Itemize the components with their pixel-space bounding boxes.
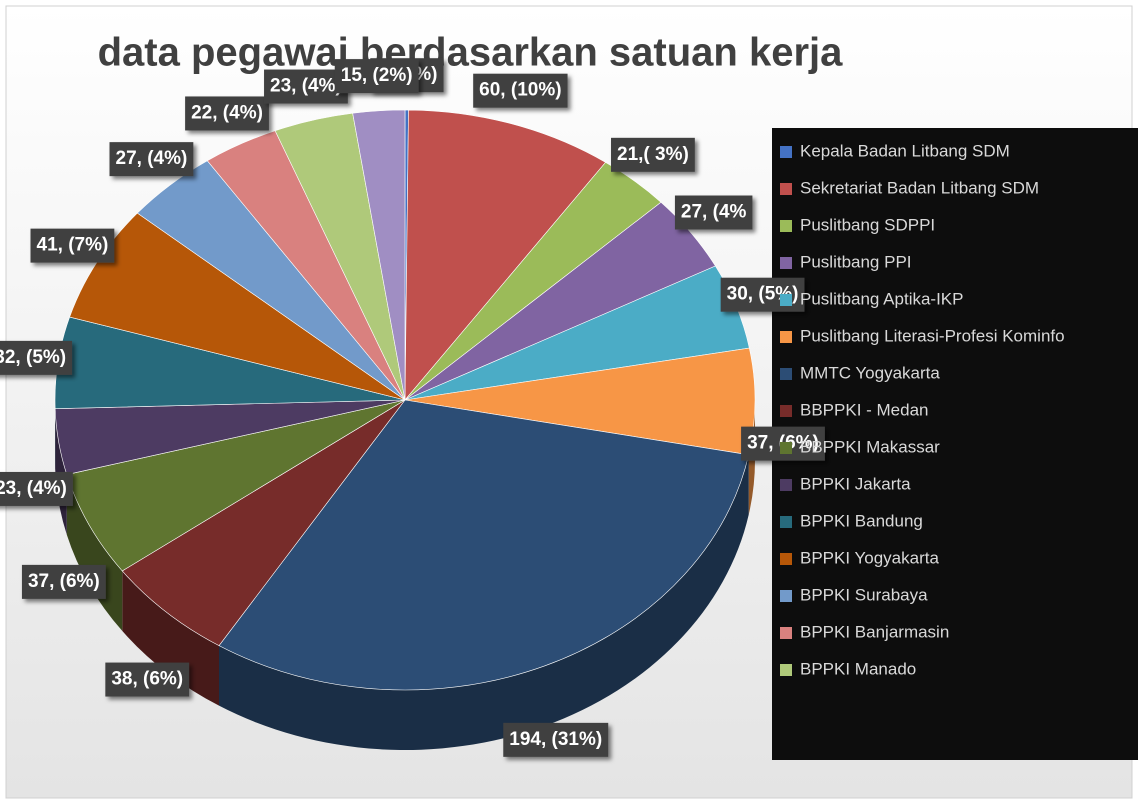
slice-side (122, 570, 220, 706)
data-label-group: 37, (6%) (21, 564, 106, 599)
data-label-box (473, 73, 568, 108)
legend-label: Kepala Badan Litbang SDM (800, 141, 1010, 160)
data-label-group: 60, (10%) (473, 73, 568, 108)
legend-label: Puslitbang Literasi-Profesi Kominfo (800, 326, 1065, 345)
data-label-box (611, 137, 695, 172)
legend-swatch (780, 405, 792, 417)
legend-swatch (780, 516, 792, 528)
legend-label: BPPKI Banjarmasin (800, 622, 949, 641)
chart-title: data pegawai berdasarkan satuan kerja (98, 31, 844, 75)
legend-swatch (780, 331, 792, 343)
legend-label: BBPPKI - Medan (800, 400, 929, 419)
legend-label: Sekretariat Badan Litbang SDM (800, 178, 1039, 197)
data-label-box (0, 471, 73, 506)
data-label-box (334, 59, 419, 94)
data-label: 27, (4%) (116, 148, 188, 169)
data-label-group: 32, (5%) (0, 340, 73, 375)
slice-side (66, 474, 123, 631)
legend-swatch (780, 627, 792, 639)
legend-label: BPPKI Jakarta (800, 474, 911, 493)
data-label-group: 23, (4%) (0, 471, 73, 506)
legend-label: BPPKI Manado (800, 659, 916, 678)
slice-side (219, 454, 749, 750)
data-label-box (30, 228, 115, 263)
legend-swatch (780, 368, 792, 380)
legend-swatch (780, 664, 792, 676)
legend-swatch (780, 479, 792, 491)
legend-label: MMTC Yogyakarta (800, 363, 940, 382)
slice (121, 399, 406, 647)
data-label-group: 22, (4%) (185, 96, 269, 131)
data-label: 38, (6%) (111, 669, 183, 690)
legend-label: BBPPKI Makassar (800, 437, 940, 456)
data-label: 27, (4% (681, 202, 747, 223)
legend-label: BPPKI Yogyakarta (800, 548, 939, 567)
data-label-group: 38, (6%) (105, 662, 190, 697)
legend-swatch (780, 442, 792, 454)
data-label: 21,( 3%) (617, 144, 689, 165)
data-label: 23, (4%) (0, 478, 67, 499)
legend-swatch (780, 183, 792, 195)
data-label-group: 27, (4%) (109, 142, 194, 177)
data-label-group: 23, (4%) (264, 69, 348, 104)
slice (218, 399, 750, 691)
data-label: 32, (5%) (0, 347, 66, 368)
data-label-box (185, 96, 269, 131)
data-label: 194, (31%) (509, 729, 602, 750)
legend-swatch (780, 257, 792, 269)
data-label: 15, (2%) (341, 65, 413, 86)
legend-swatch (780, 553, 792, 565)
data-label-box (503, 722, 609, 757)
legend-swatch (780, 146, 792, 158)
legend-swatch (780, 220, 792, 232)
legend-label: BPPKI Bandung (800, 511, 923, 530)
data-label-box (21, 564, 106, 599)
data-label-box (109, 142, 194, 177)
data-label: 37, (6%) (28, 571, 100, 592)
legend-label: Puslitbang Aptika-IKP (800, 289, 963, 308)
data-label: 41, (7%) (37, 235, 109, 256)
legend-label: Puslitbang SDPPI (800, 215, 935, 234)
data-label: 22, (4%) (191, 102, 263, 123)
data-label: 23, (4%) (270, 76, 342, 97)
legend-swatch (780, 294, 792, 306)
legend-background (772, 128, 1138, 760)
legend-swatch (780, 590, 792, 602)
data-label-box (264, 69, 348, 104)
data-label-group: 27, (4% (674, 195, 753, 230)
data-label-box (0, 340, 73, 375)
data-label-box (105, 662, 190, 697)
legend-label: BPPKI Surabaya (800, 585, 928, 604)
data-label-group: 21,( 3%) (611, 137, 695, 172)
data-label-group: 15, (2%) (334, 59, 419, 94)
slice (404, 109, 607, 401)
data-label-group: 194, (31%) (503, 722, 609, 757)
data-label: 60, (10%) (479, 80, 561, 101)
legend-label: Puslitbang PPI (800, 252, 912, 271)
data-label-box (674, 195, 753, 230)
slice (352, 109, 406, 401)
data-label-group: 41, (7%) (30, 228, 115, 263)
